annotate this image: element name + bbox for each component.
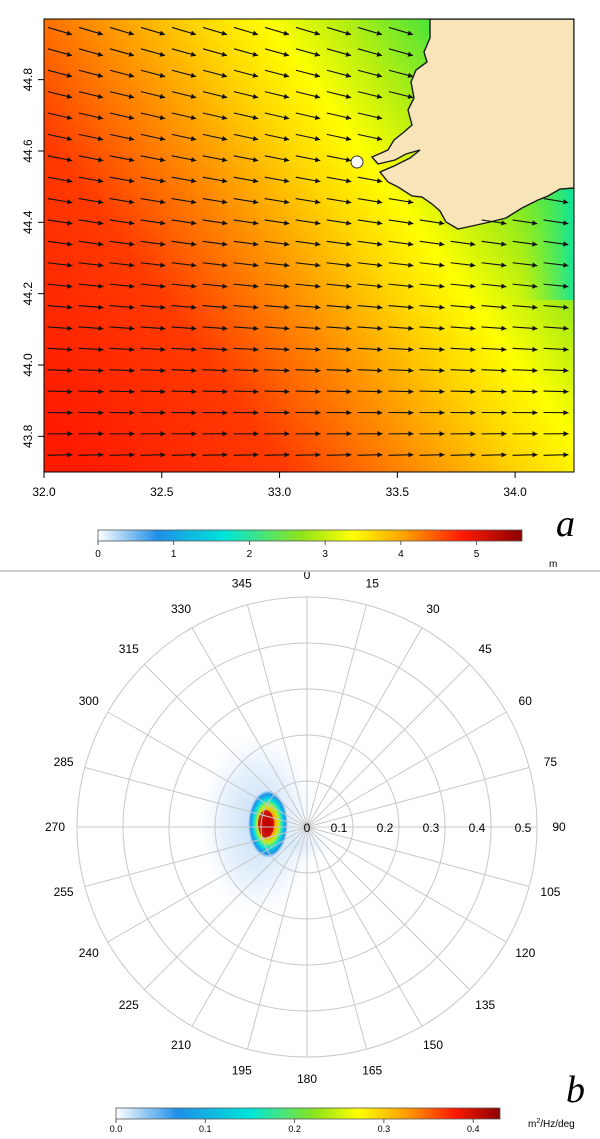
direction-label: 240 [79,946,99,960]
panel-a-label: a [556,503,575,545]
colorbar-a-tick-label: 0 [95,549,101,560]
x-tick-label: 33.5 [386,485,410,499]
x-tick-label: 32.5 [150,485,174,499]
direction-label: 210 [171,1038,191,1052]
colorbar-a-tick-label: 5 [474,549,480,560]
direction-label: 270 [45,820,65,834]
direction-label: 300 [79,694,99,708]
colorbar-b-tick-label: 0.3 [378,1124,391,1134]
direction-label: 105 [540,885,560,899]
colorbar-a-ticks: 0 1 2 3 4 5 [95,541,480,560]
panel-b-directional-spectrum: 0 15 30 45 60 75 90 105 120 135 150 165 180 195 210 225… [0,572,600,1134]
direction-spoke [307,827,529,887]
direction-label: 225 [119,998,139,1012]
colorbar-a-tick-label: 4 [398,549,404,560]
direction-label: 45 [479,642,493,656]
colorbar-a [98,530,522,541]
direction-spoke [307,827,422,1026]
colorbar-a-unit: m [549,559,557,570]
direction-label: 165 [362,1063,382,1077]
direction-label: 345 [232,577,252,591]
radial-label: 0.5 [515,821,532,835]
direction-spoke [307,827,367,1049]
radial-label: 0.1 [331,821,348,835]
direction-label: 120 [515,946,535,960]
y-tick-label: 44.2 [21,282,35,306]
direction-label: 135 [475,998,495,1012]
direction-label: 195 [232,1063,252,1077]
colorbar-a-tick-label: 3 [322,549,328,560]
direction-label: 0 [304,572,311,582]
y-tick-label: 44.4 [21,210,35,234]
y-tick-label: 43.8 [21,424,35,448]
colorbar-b-tick-label: 0.2 [288,1124,301,1134]
direction-label: 30 [426,602,440,616]
colorbar-a-tick-label: 1 [171,549,177,560]
direction-label: 255 [54,885,74,899]
colorbar-b-unit: m2/Hz/deg [528,1118,575,1130]
direction-label: 150 [423,1038,443,1052]
direction-label: 90 [552,820,566,834]
station-marker [351,156,363,168]
radial-label: 0.3 [423,821,440,835]
direction-label: 180 [297,1072,317,1086]
x-tick-label: 34.0 [503,485,527,499]
direction-spoke [307,767,529,827]
direction-spoke [307,605,367,827]
colorbar-b-tick-label: 0.1 [199,1124,212,1134]
wave-map-svg: 32.0 32.5 33.0 33.5 34.0 43.8 44.0 44.2 44.4 44.6… [0,0,600,570]
direction-label: 75 [544,755,558,769]
direction-spoke [307,827,506,942]
colorbar-b-ticks: 0.0 0.1 0.2 0.3 0.4 [110,1119,480,1134]
direction-spoke [307,712,506,827]
radial-label: 0.2 [377,821,394,835]
x-tick-label: 32.0 [32,485,56,499]
direction-label: 315 [119,642,139,656]
direction-label: 285 [54,755,74,769]
direction-spoke [307,664,470,827]
colorbar-b-tick-label: 0.4 [467,1124,480,1134]
radial-label: 0.4 [469,821,486,835]
direction-spoke [307,628,422,827]
direction-label: 330 [171,602,191,616]
colorbar-b-tick-label: 0.0 [110,1124,123,1134]
direction-spoke [307,827,470,990]
radial-label: 0 [304,821,311,835]
direction-label: 60 [519,694,533,708]
panel-b-label: b [566,1069,585,1111]
y-tick-label: 44.6 [21,139,35,163]
direction-label: 15 [366,577,380,591]
panel-a-wave-map: 32.0 32.5 33.0 33.5 34.0 43.8 44.0 44.2 44.4 44.6… [0,0,600,572]
y-tick-label: 44.0 [21,353,35,377]
spectrum-svg: 0 15 30 45 60 75 90 105 120 135 150 165 180 195 210 225… [0,572,600,1134]
y-tick-label: 44.8 [21,68,35,92]
colorbar-a-tick-label: 2 [247,549,253,560]
spectrum-energy [198,729,334,919]
colorbar-b [116,1108,500,1119]
x-tick-label: 33.0 [268,485,292,499]
